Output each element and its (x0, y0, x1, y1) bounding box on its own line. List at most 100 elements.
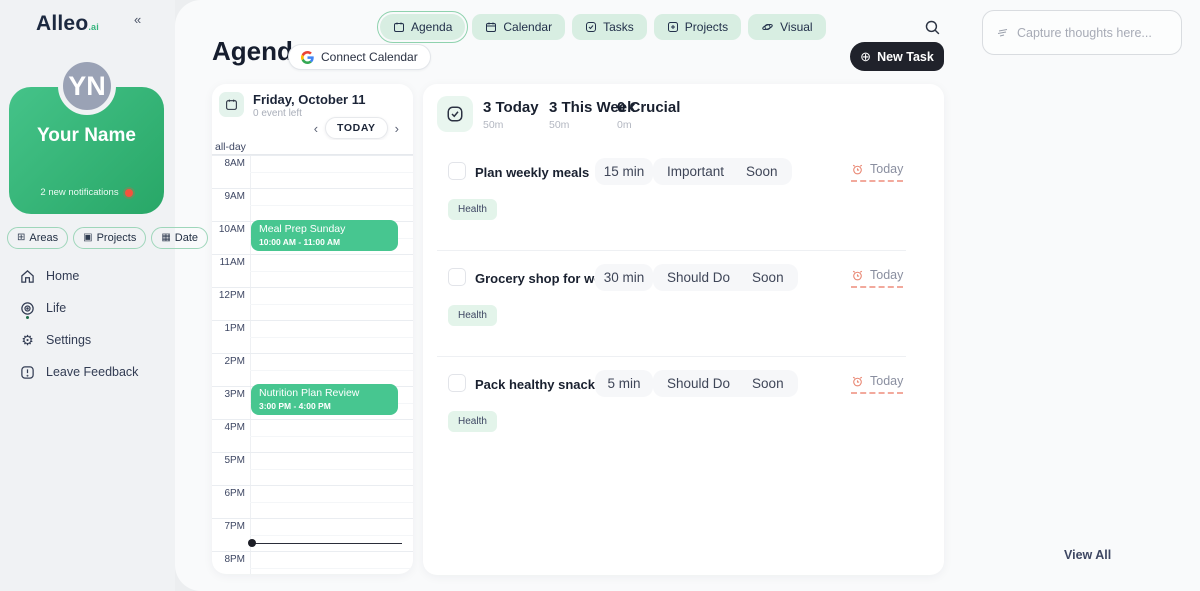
task-priority[interactable]: Important (667, 164, 725, 179)
areas-button[interactable]: ⊞ Areas (7, 227, 69, 249)
alarm-clock-icon (852, 164, 863, 174)
task-when[interactable]: Soon (752, 376, 784, 391)
tasks-panel: 3 Today 50m 3 This Week 50m 0 Crucial 0m… (423, 84, 944, 575)
task-checkbox[interactable] (448, 374, 466, 392)
hour-row: 11AM (212, 254, 413, 287)
home-label: Home (46, 269, 80, 283)
sidebar-collapse-icon[interactable]: « (134, 12, 142, 27)
notifications[interactable]: 2 new notifications (9, 187, 164, 198)
task-priority[interactable]: Should Do (667, 270, 731, 285)
next-day-icon[interactable]: › (394, 120, 399, 136)
hour-row: 2PM (212, 353, 413, 386)
logo-suffix: .ai (88, 22, 99, 32)
scribble-pen-icon (997, 28, 1008, 36)
event-time: 3:00 PM - 4:00 PM (259, 401, 331, 411)
hour-row: 5PM (212, 452, 413, 485)
time-grid[interactable]: 8AM 9AM 10AM 11AM 12PM 1PM 2PM 3PM 4PM 5… (212, 140, 413, 574)
plus-circle-icon: ⊕ (860, 48, 872, 64)
task-tag-health[interactable]: Health (448, 199, 497, 220)
task-when[interactable]: Soon (746, 164, 778, 179)
hour-row: 6PM (212, 485, 413, 518)
hour-row: 8AM (212, 155, 413, 188)
tab-agenda[interactable]: Agenda (376, 11, 469, 43)
task-due[interactable]: Today (851, 268, 904, 288)
hour-row: 12PM (212, 287, 413, 320)
google-g-icon (301, 50, 314, 64)
task-due[interactable]: Today (851, 374, 904, 394)
task-tag-health[interactable]: Health (448, 411, 497, 432)
stat-crucial-label: 0 Crucial (617, 99, 681, 116)
task-flags-chip[interactable]: Should Do Soon (653, 264, 798, 291)
search-icon[interactable] (924, 19, 941, 41)
hour-label: 11AM (219, 257, 245, 268)
sidebar-item-feedback[interactable]: Leave Feedback (20, 356, 138, 388)
task-checkbox[interactable] (448, 162, 466, 180)
sidebar-nav: Home Life ⚙ Settings Leave Feedback (20, 260, 138, 388)
projects-board-icon: ▣ (83, 232, 93, 243)
sidebar-item-life[interactable]: Life (20, 292, 138, 324)
hour-label: 4PM (224, 422, 245, 433)
capture-thoughts-box[interactable] (982, 10, 1182, 55)
sidebar-item-settings[interactable]: ⚙ Settings (20, 324, 138, 356)
main-area: Agenda Calendar Tasks Projects Visual Ag… (175, 0, 1200, 591)
notifications-label: 2 new notifications (40, 187, 119, 198)
calendar-event[interactable]: Nutrition Plan Review 3:00 PM - 4:00 PM (251, 384, 398, 415)
hour-label: 2PM (224, 356, 245, 367)
task-priority[interactable]: Should Do (667, 376, 731, 391)
task-duration-chip[interactable]: 5 min (595, 370, 653, 397)
task-title[interactable]: Pack healthy snacks (475, 377, 603, 392)
hour-label: 5PM (224, 455, 245, 466)
sidebar-filters: ⊞ Areas ▣ Projects ▦ Date (7, 227, 209, 249)
projects-grid-icon (667, 22, 678, 32)
projects-button[interactable]: ▣ Projects (73, 227, 147, 249)
task-flags-chip[interactable]: Should Do Soon (653, 370, 798, 397)
tab-projects[interactable]: Projects (653, 14, 742, 40)
task-row: Plan weekly meals 15 min Important Soon … (423, 158, 944, 250)
current-time-dot (248, 539, 256, 547)
tab-visual[interactable]: Visual (748, 14, 826, 40)
areas-label: Areas (29, 232, 59, 244)
task-title[interactable]: Plan weekly meals (475, 165, 590, 180)
tab-calendar[interactable]: Calendar (472, 14, 566, 40)
tasks-panel-icon (437, 96, 473, 132)
row-divider (437, 356, 906, 357)
life-label: Life (46, 301, 67, 315)
prev-day-icon[interactable]: ‹ (313, 120, 319, 136)
task-checkbox[interactable] (448, 268, 466, 286)
alarm-clock-icon (852, 270, 863, 280)
projects-label: Projects (96, 232, 137, 244)
calendar-date-title: Friday, October 11 (253, 92, 366, 107)
task-duration-chip[interactable]: 30 min (595, 264, 653, 291)
new-task-label: New Task (877, 49, 934, 64)
task-when[interactable]: Soon (752, 270, 784, 285)
task-tag-health[interactable]: Health (448, 305, 497, 326)
task-duration-chip[interactable]: 15 min (595, 158, 653, 185)
task-row: Grocery shop for week 30 min Should Do S… (423, 264, 944, 356)
task-title[interactable]: Grocery shop for week (475, 271, 616, 286)
task-flags-chip[interactable]: Important Soon (653, 158, 792, 185)
connect-calendar-button[interactable]: Connect Calendar (288, 44, 431, 70)
user-name: Your Name (37, 125, 136, 146)
event-title: Meal Prep Sunday (259, 223, 346, 235)
notification-dot-icon (124, 188, 133, 197)
today-button[interactable]: TODAY (325, 117, 388, 139)
settings-label: Settings (46, 333, 92, 347)
tab-calendar-label: Calendar (503, 20, 553, 34)
hour-label: 1PM (224, 323, 245, 334)
view-all-link[interactable]: View All (1064, 548, 1112, 562)
hour-row: 8PM (212, 551, 413, 574)
avatar[interactable]: YN (58, 57, 116, 115)
new-task-button[interactable]: ⊕ New Task (850, 42, 944, 71)
calendar-event[interactable]: Meal Prep Sunday 10:00 AM - 11:00 AM (251, 220, 398, 251)
stat-this-week: 3 This Week 50m (549, 99, 635, 131)
hour-row: 4PM (212, 419, 413, 452)
connect-calendar-label: Connect Calendar (321, 50, 418, 64)
hour-label: 7PM (224, 521, 245, 532)
date-button[interactable]: ▦ Date (151, 227, 209, 249)
hour-label: 8PM (224, 554, 245, 565)
tab-tasks[interactable]: Tasks (572, 14, 647, 40)
capture-thoughts-input[interactable] (1017, 25, 1167, 40)
sidebar-item-home[interactable]: Home (20, 260, 138, 292)
task-due[interactable]: Today (851, 162, 904, 182)
tab-projects-label: Projects (684, 20, 729, 34)
